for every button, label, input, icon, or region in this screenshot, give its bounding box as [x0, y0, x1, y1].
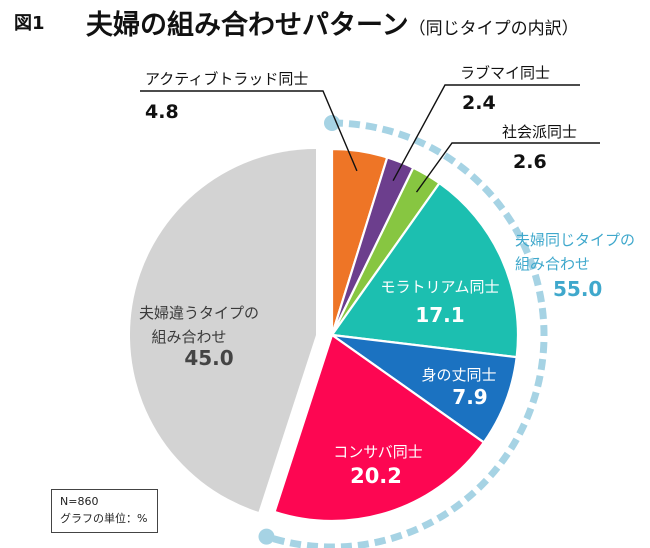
- group-name-line2: 組み合わせ: [515, 255, 590, 273]
- slice-labels: アクティブトラッド同士 4.8 ラブマイ同士 2.4 社会派同士 2.6 モラトリアム同士 1…: [139, 64, 635, 488]
- ring-endpoint-start: [324, 115, 340, 131]
- leader-line-social: [415, 142, 600, 193]
- chart-subtitle: （同じタイプの内訳）: [408, 19, 579, 39]
- chart-title-text: 夫婦の組み合わせパターン: [86, 10, 409, 41]
- ring-endpoint-end: [258, 528, 275, 545]
- leader-lines: [140, 84, 600, 193]
- notes-box: N=860 グラフの単位：%: [51, 489, 158, 533]
- slice-value-different-types: 45.0: [184, 346, 233, 370]
- group-name-line1: 夫婦同じタイプの: [515, 231, 635, 249]
- slice-value-love: 2.4: [462, 92, 496, 114]
- unit-note: グラフの単位：%: [60, 512, 148, 525]
- slice-value-modest: 7.9: [452, 385, 487, 409]
- slice-consabah: [273, 333, 486, 523]
- slice-different-types: [129, 148, 316, 512]
- same-type-ring: [258, 115, 548, 548]
- slice-modest: [331, 333, 518, 444]
- slice-name-social: 社会派同士: [502, 123, 577, 141]
- slice-name-love: ラブマイ同士: [460, 64, 550, 82]
- slice-name-active: アクティブトラッド同士: [145, 70, 308, 88]
- figure-label: 図1: [14, 13, 45, 34]
- slice-value-consabah: 20.2: [350, 464, 402, 488]
- slice-moratorium: [330, 181, 520, 359]
- slice-name-different-types-line2: 組み合わせ: [151, 328, 226, 346]
- slice-value-active: 4.8: [145, 101, 179, 123]
- group-value: 55.0: [553, 277, 602, 301]
- slice-name-moratorium: モラトリアム同士: [381, 278, 500, 296]
- slice-name-consabah: コンサバ同士: [333, 443, 422, 461]
- leader-line-active: [140, 90, 358, 172]
- slice-value-social: 2.6: [513, 151, 547, 173]
- slice-name-different-types-line1: 夫婦違うタイプの: [139, 304, 259, 322]
- same-type-ring-arc: [265, 119, 548, 548]
- slice-name-modest: 身の丈同士: [421, 366, 496, 384]
- slice-value-moratorium: 17.1: [415, 303, 464, 327]
- leader-line-love: [392, 84, 580, 182]
- sample-size-note: N=860: [60, 495, 99, 508]
- chart-title: 夫婦の組み合わせパターン（同じタイプの内訳）: [86, 3, 579, 42]
- pie-slices: [129, 147, 520, 523]
